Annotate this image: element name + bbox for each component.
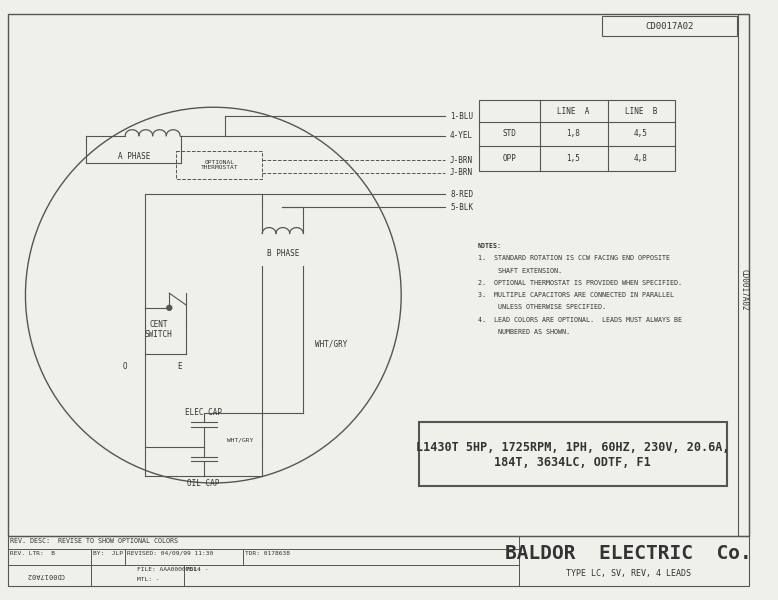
Text: 1,5: 1,5: [566, 154, 580, 163]
Text: UNLESS OTHERWISE SPECIFIED.: UNLESS OTHERWISE SPECIFIED.: [478, 304, 605, 310]
Text: ELEC CAP: ELEC CAP: [185, 408, 222, 417]
Text: CD0017A02: CD0017A02: [645, 22, 693, 31]
Text: E: E: [177, 362, 181, 371]
Text: 1.  STANDARD ROTATION IS CCW FACING END OPPOSITE: 1. STANDARD ROTATION IS CCW FACING END O…: [478, 256, 670, 262]
Text: A PHASE: A PHASE: [118, 152, 150, 161]
Bar: [419, 422, 727, 486]
Text: NOTES:: NOTES:: [478, 243, 502, 249]
Text: CD0017A02: CD0017A02: [739, 269, 748, 311]
Text: O: O: [123, 362, 128, 371]
Text: J-BRN: J-BRN: [450, 155, 473, 164]
Text: CENT
SWITCH: CENT SWITCH: [145, 320, 173, 339]
Bar: [8, 536, 748, 586]
Circle shape: [166, 305, 172, 310]
Text: 1-BLU: 1-BLU: [450, 112, 473, 121]
Text: OPP: OPP: [503, 154, 517, 163]
Text: TYPE LC, SV, REV, 4 LEADS: TYPE LC, SV, REV, 4 LEADS: [566, 569, 691, 578]
Text: 5-BLK: 5-BLK: [450, 203, 473, 212]
Text: REVISED: 04/09/99 11:30: REVISED: 04/09/99 11:30: [128, 551, 213, 556]
Text: WHT/GRY: WHT/GRY: [226, 437, 253, 442]
Text: BALDOR  ELECTRIC  Co.: BALDOR ELECTRIC Co.: [505, 544, 752, 563]
Text: REV. LTR:  B: REV. LTR: B: [10, 551, 54, 556]
Text: BY:  JLP: BY: JLP: [93, 551, 123, 556]
Text: MTL: -: MTL: -: [137, 577, 159, 582]
Bar: [176, 151, 262, 179]
Text: 4-YEL: 4-YEL: [450, 131, 473, 140]
Text: 4.  LEAD COLORS ARE OPTIONAL.  LEADS MUST ALWAYS BE: 4. LEAD COLORS ARE OPTIONAL. LEADS MUST …: [478, 317, 682, 323]
Text: B PHASE: B PHASE: [267, 248, 299, 257]
Bar: [738, 14, 748, 536]
Text: FILE: AAA00007514: FILE: AAA00007514: [137, 567, 201, 572]
Text: CD0017A02: CD0017A02: [26, 572, 64, 578]
Text: STD: STD: [503, 129, 517, 138]
Bar: [602, 16, 737, 36]
Text: 8-RED: 8-RED: [450, 190, 473, 199]
Text: LINE  A: LINE A: [557, 107, 590, 116]
Text: OPTIONAL
THERMOSTAT: OPTIONAL THERMOSTAT: [201, 160, 238, 170]
Text: J-BRN: J-BRN: [450, 168, 473, 177]
Text: L1430T 5HP, 1725RPM, 1PH, 60HZ, 230V, 20.6A,
184T, 3634LC, ODTF, F1: L1430T 5HP, 1725RPM, 1PH, 60HZ, 230V, 20…: [415, 440, 729, 469]
Text: 1,8: 1,8: [566, 129, 580, 138]
Bar: [479, 100, 675, 171]
Text: NUMBERED AS SHOWN.: NUMBERED AS SHOWN.: [478, 329, 569, 335]
Text: 3.  MULTIPLE CAPACITORS ARE CONNECTED IN PARALLEL: 3. MULTIPLE CAPACITORS ARE CONNECTED IN …: [478, 292, 674, 298]
Text: LINE  B: LINE B: [625, 107, 657, 116]
Text: 4,5: 4,5: [634, 129, 648, 138]
Text: REV. DESC:  REVISE TO SHOW OPTIONAL COLORS: REV. DESC: REVISE TO SHOW OPTIONAL COLOR…: [10, 538, 178, 544]
Text: SHAFT EXTENSION.: SHAFT EXTENSION.: [478, 268, 562, 274]
Bar: [8, 14, 748, 536]
Text: OIL CAP: OIL CAP: [187, 479, 219, 488]
Text: 2.  OPTIONAL THERMOSTAT IS PROVIDED WHEN SPECIFIED.: 2. OPTIONAL THERMOSTAT IS PROVIDED WHEN …: [478, 280, 682, 286]
Text: 4,8: 4,8: [634, 154, 648, 163]
Text: TDR: 0178638: TDR: 0178638: [244, 551, 289, 556]
Text: MDL: -: MDL: -: [186, 567, 209, 572]
Text: WHT/GRY: WHT/GRY: [315, 340, 348, 349]
